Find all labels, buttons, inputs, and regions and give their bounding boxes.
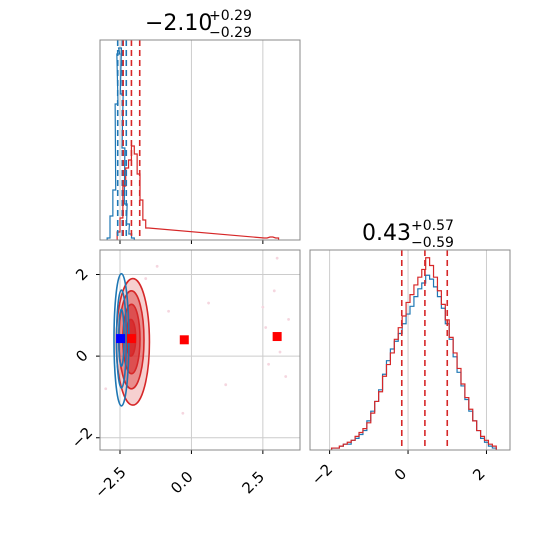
joint-sample-point (287, 317, 290, 321)
joint-sample-point (272, 289, 276, 293)
param1-title-minus: −0.29 (209, 25, 252, 41)
joint-axes-frame (99, 249, 301, 451)
param2-title-plus: +0.57 (411, 218, 454, 234)
joint-y-tick-label: 0 (72, 346, 91, 365)
joint-y-tick-label: 2 (72, 265, 91, 284)
param2-axes-frame (309, 249, 511, 451)
joint-sample-point (278, 350, 282, 354)
param2-x-tick-label: −2 (308, 460, 336, 488)
param2-x-tick-label: 2 (469, 465, 488, 484)
param2-hist-red (330, 257, 497, 450)
param1-axes-frame (99, 39, 301, 241)
param2-title: 0.43 +0.57 −0.59 (362, 218, 454, 251)
joint-y-tick-label: −2 (68, 424, 96, 452)
param1-hist-blue (106, 47, 135, 240)
param2-x-tick-label: 0 (391, 465, 410, 484)
joint-x-tick-label: 2.5 (239, 468, 269, 498)
joint-sample-point (104, 387, 108, 391)
joint-sample-point (275, 256, 279, 260)
joint-sample-point (224, 383, 228, 387)
param1-title: −2.10 +0.29 −0.29 (145, 8, 252, 41)
joint-x-tick-label: 0.0 (167, 468, 197, 498)
joint-density-panel: −2.5 0.0 2.5 −2 0 2 (68, 249, 301, 502)
joint-sample-point (284, 375, 288, 378)
joint-sample-point (167, 309, 170, 313)
joint-sample-point (207, 301, 210, 305)
joint-sample-point (144, 277, 148, 280)
joint-marker-red (272, 332, 282, 342)
joint-sample-point (261, 305, 265, 309)
joint-marker-red (179, 335, 189, 345)
joint-sample-point (267, 362, 270, 366)
param1-title-value: −2.10 (145, 11, 212, 36)
param1-histogram-panel (99, 39, 301, 244)
joint-sample-point (155, 264, 159, 268)
joint-sample-point (264, 326, 268, 329)
joint-x-tick-label: −2.5 (91, 463, 129, 501)
param2-hist-blue (330, 274, 497, 450)
joint-marker-blue (116, 334, 126, 344)
joint-sample-point (181, 411, 185, 415)
param1-hist-red (116, 145, 280, 240)
param2-title-minus: −0.59 (411, 235, 454, 251)
joint-marker-red (126, 334, 136, 344)
param2-histogram-panel: −2 0 2 (308, 249, 511, 489)
param2-title-value: 0.43 (362, 221, 411, 246)
param1-title-plus: +0.29 (209, 8, 252, 24)
